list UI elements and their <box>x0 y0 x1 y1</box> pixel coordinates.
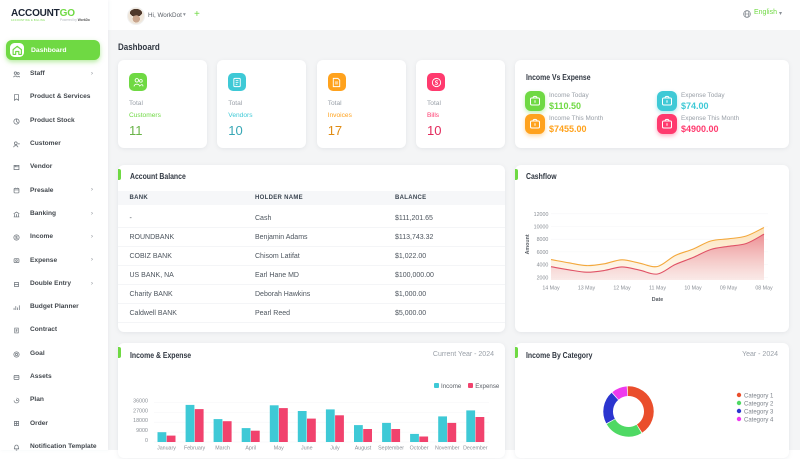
svg-text:2000: 2000 <box>537 275 549 281</box>
svg-text:4000: 4000 <box>537 263 549 269</box>
svg-text:27000: 27000 <box>133 408 148 414</box>
svg-text:14 May: 14 May <box>542 286 560 292</box>
svg-text:March: March <box>215 446 230 452</box>
svg-text:36000: 36000 <box>133 399 148 405</box>
svg-text:November: November <box>435 446 460 452</box>
svg-text:April: April <box>245 446 256 452</box>
svg-text:08 May: 08 May <box>755 286 773 292</box>
svg-text:09 May: 09 May <box>720 286 738 292</box>
svg-text:Category 1: Category 1 <box>744 394 774 400</box>
svg-text:Date: Date <box>652 297 664 303</box>
svg-text:12000: 12000 <box>534 212 549 218</box>
svg-text:10000: 10000 <box>534 225 549 231</box>
svg-text:October: October <box>410 446 429 452</box>
svg-text:July: July <box>330 446 340 452</box>
svg-text:January: January <box>157 446 176 452</box>
svg-text:February: February <box>184 446 206 452</box>
svg-text:Category 3: Category 3 <box>744 410 774 416</box>
svg-text:13 May: 13 May <box>578 286 596 292</box>
svg-text:10 May: 10 May <box>684 286 702 292</box>
svg-text:0: 0 <box>145 438 148 444</box>
svg-text:6000: 6000 <box>537 250 549 256</box>
svg-text:Category 4: Category 4 <box>744 418 774 424</box>
svg-text:12 May: 12 May <box>613 286 631 292</box>
svg-text:December: December <box>463 446 488 452</box>
svg-text:Category 2: Category 2 <box>744 402 774 408</box>
svg-text:8000: 8000 <box>537 237 549 243</box>
svg-text:18000: 18000 <box>133 418 148 424</box>
svg-text:August: August <box>355 446 372 452</box>
svg-text:11 May: 11 May <box>649 286 666 292</box>
svg-text:September: September <box>378 446 404 452</box>
svg-text:Amount: Amount <box>525 234 531 254</box>
svg-text:9000: 9000 <box>136 428 148 434</box>
svg-text:May: May <box>274 446 284 452</box>
svg-text:June: June <box>301 446 313 452</box>
